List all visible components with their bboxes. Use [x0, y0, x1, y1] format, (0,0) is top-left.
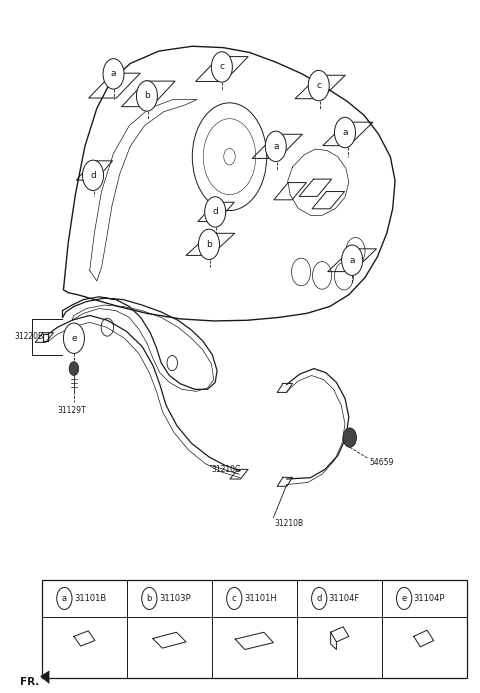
Text: 31101H: 31101H — [244, 594, 276, 603]
Text: b: b — [206, 240, 212, 249]
Text: d: d — [316, 594, 322, 603]
Text: a: a — [349, 256, 355, 265]
Text: c: c — [232, 594, 237, 603]
Text: 31220B: 31220B — [15, 333, 44, 342]
Text: 31101B: 31101B — [74, 594, 106, 603]
Text: e: e — [402, 594, 407, 603]
Circle shape — [308, 71, 329, 100]
Circle shape — [57, 588, 72, 609]
Text: b: b — [147, 594, 152, 603]
Circle shape — [211, 52, 232, 82]
Text: 31129T: 31129T — [58, 405, 86, 414]
Text: a: a — [111, 69, 116, 78]
Circle shape — [265, 131, 286, 161]
Text: d: d — [90, 171, 96, 179]
Text: d: d — [212, 207, 218, 216]
Text: 31210B: 31210B — [275, 518, 303, 527]
Text: 31104F: 31104F — [329, 594, 360, 603]
Text: 31103P: 31103P — [159, 594, 191, 603]
Circle shape — [142, 588, 157, 609]
Circle shape — [227, 588, 242, 609]
Circle shape — [63, 323, 84, 353]
Circle shape — [335, 117, 356, 148]
Circle shape — [136, 81, 157, 111]
Text: c: c — [219, 62, 224, 71]
Circle shape — [204, 197, 226, 227]
Text: b: b — [144, 91, 150, 100]
Bar — [42, 580, 467, 678]
Circle shape — [199, 229, 219, 260]
Circle shape — [69, 362, 79, 376]
Polygon shape — [40, 671, 49, 683]
Text: 31210C: 31210C — [211, 465, 240, 474]
Text: FR.: FR. — [20, 677, 39, 687]
Circle shape — [396, 588, 412, 609]
Text: e: e — [71, 334, 77, 343]
Circle shape — [103, 59, 124, 89]
Circle shape — [83, 160, 104, 191]
Text: a: a — [62, 594, 67, 603]
Circle shape — [342, 245, 363, 275]
Text: a: a — [342, 128, 348, 137]
Text: 31104P: 31104P — [414, 594, 445, 603]
Text: c: c — [316, 81, 321, 90]
Circle shape — [343, 428, 357, 447]
Text: a: a — [273, 142, 278, 151]
Circle shape — [312, 588, 327, 609]
Text: 54659: 54659 — [370, 458, 394, 467]
